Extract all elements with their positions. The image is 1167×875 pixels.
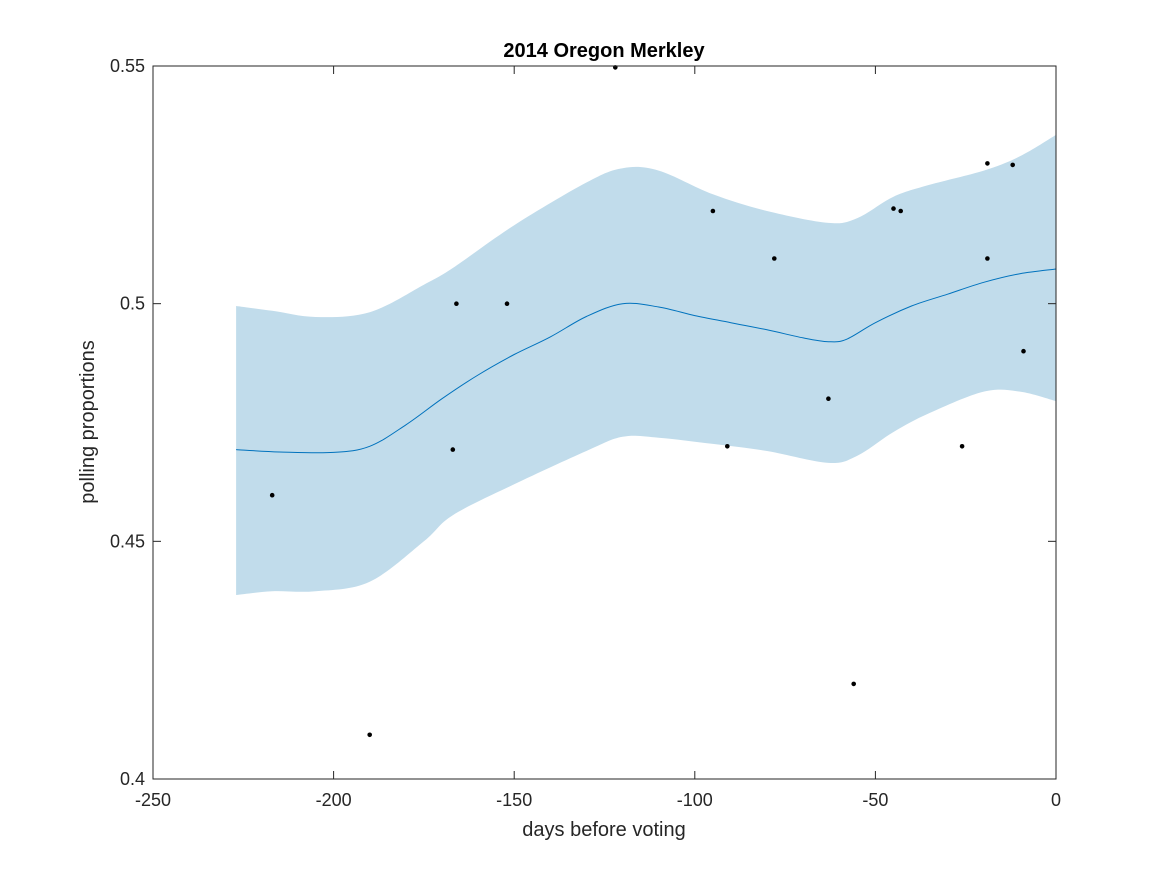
poll-point [772, 256, 777, 261]
plot-frame [152, 65, 1057, 780]
y-tick-label: 0.4 [120, 769, 145, 789]
poll-point [985, 161, 990, 166]
confidence-band [236, 134, 1057, 595]
y-tick-label: 0.55 [110, 56, 145, 76]
x-tick-label: -200 [316, 790, 352, 810]
poll-point [851, 681, 856, 687]
confidence-band-area [236, 134, 1057, 595]
y-tick-label: 0.45 [110, 531, 145, 551]
poll-point [891, 206, 896, 211]
y-tick-label: 0.5 [120, 294, 145, 314]
x-tick-label: -100 [677, 790, 713, 810]
poll-point [504, 301, 510, 307]
y-axis-label: polling proportions [77, 340, 99, 503]
x-tick-label: -150 [496, 790, 532, 810]
x-tick-label: -50 [862, 790, 888, 810]
poll-point [269, 492, 275, 498]
x-axis-label: days before voting [522, 819, 685, 841]
chart-title: 2014 Oregon Merkley [503, 40, 705, 62]
poll-point [826, 396, 831, 402]
poll-point [725, 444, 730, 449]
poll-point [1021, 348, 1026, 354]
poll-point [450, 447, 456, 452]
x-tick-label: 0 [1051, 790, 1061, 810]
x-axis: -250 -200 -150 -100 -50 0 [135, 66, 1061, 810]
trend-line-path [236, 268, 1057, 454]
poll-point [454, 301, 459, 307]
x-tick-label: -250 [135, 790, 171, 810]
poll-point [367, 732, 373, 738]
poll-point [959, 444, 965, 449]
poll-point [1010, 162, 1015, 168]
poll-point [710, 208, 716, 214]
poll-point [898, 208, 903, 214]
trend-line [236, 268, 1057, 454]
poll-point [985, 256, 990, 261]
y-axis: 0.4 0.45 0.5 0.55 [110, 56, 1056, 789]
